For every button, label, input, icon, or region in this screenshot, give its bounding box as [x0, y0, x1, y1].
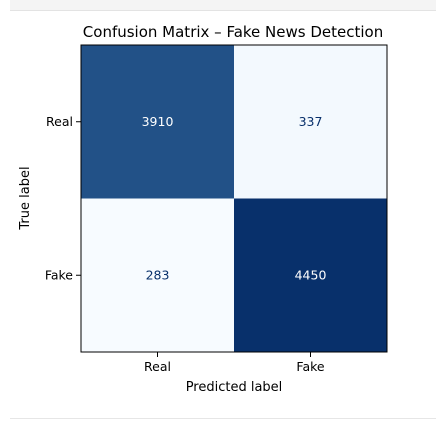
x-tick-label: Real: [144, 359, 171, 374]
cell-value-label: 3910: [142, 114, 174, 129]
y-tick-label: Real: [46, 114, 73, 129]
cell-value-label: 283: [146, 267, 170, 282]
axis-ticks: Real Fake Real Fake: [45, 114, 325, 374]
cell-value-label: 337: [299, 114, 323, 129]
heatmap-cells: 3910 337 283 4450: [81, 45, 387, 352]
chart-title: Confusion Matrix – Fake News Detection: [83, 23, 383, 41]
heatmap-cell-fake-real: [81, 198, 234, 352]
x-tick-label: Fake: [296, 359, 324, 374]
y-tick-label: Fake: [45, 267, 73, 282]
top-strip: [10, 0, 436, 11]
plot-frame: [80, 44, 388, 353]
y-axis-label: True label: [18, 166, 33, 230]
heatmap-cell-real-real: [81, 45, 234, 199]
cell-value-label: 4450: [295, 267, 327, 282]
heatmap-cell-real-fake: [234, 45, 387, 199]
bottom-divider: [10, 418, 436, 419]
heatmap-cell-fake-fake: [234, 198, 387, 352]
x-axis-label: Predicted label: [186, 380, 283, 395]
